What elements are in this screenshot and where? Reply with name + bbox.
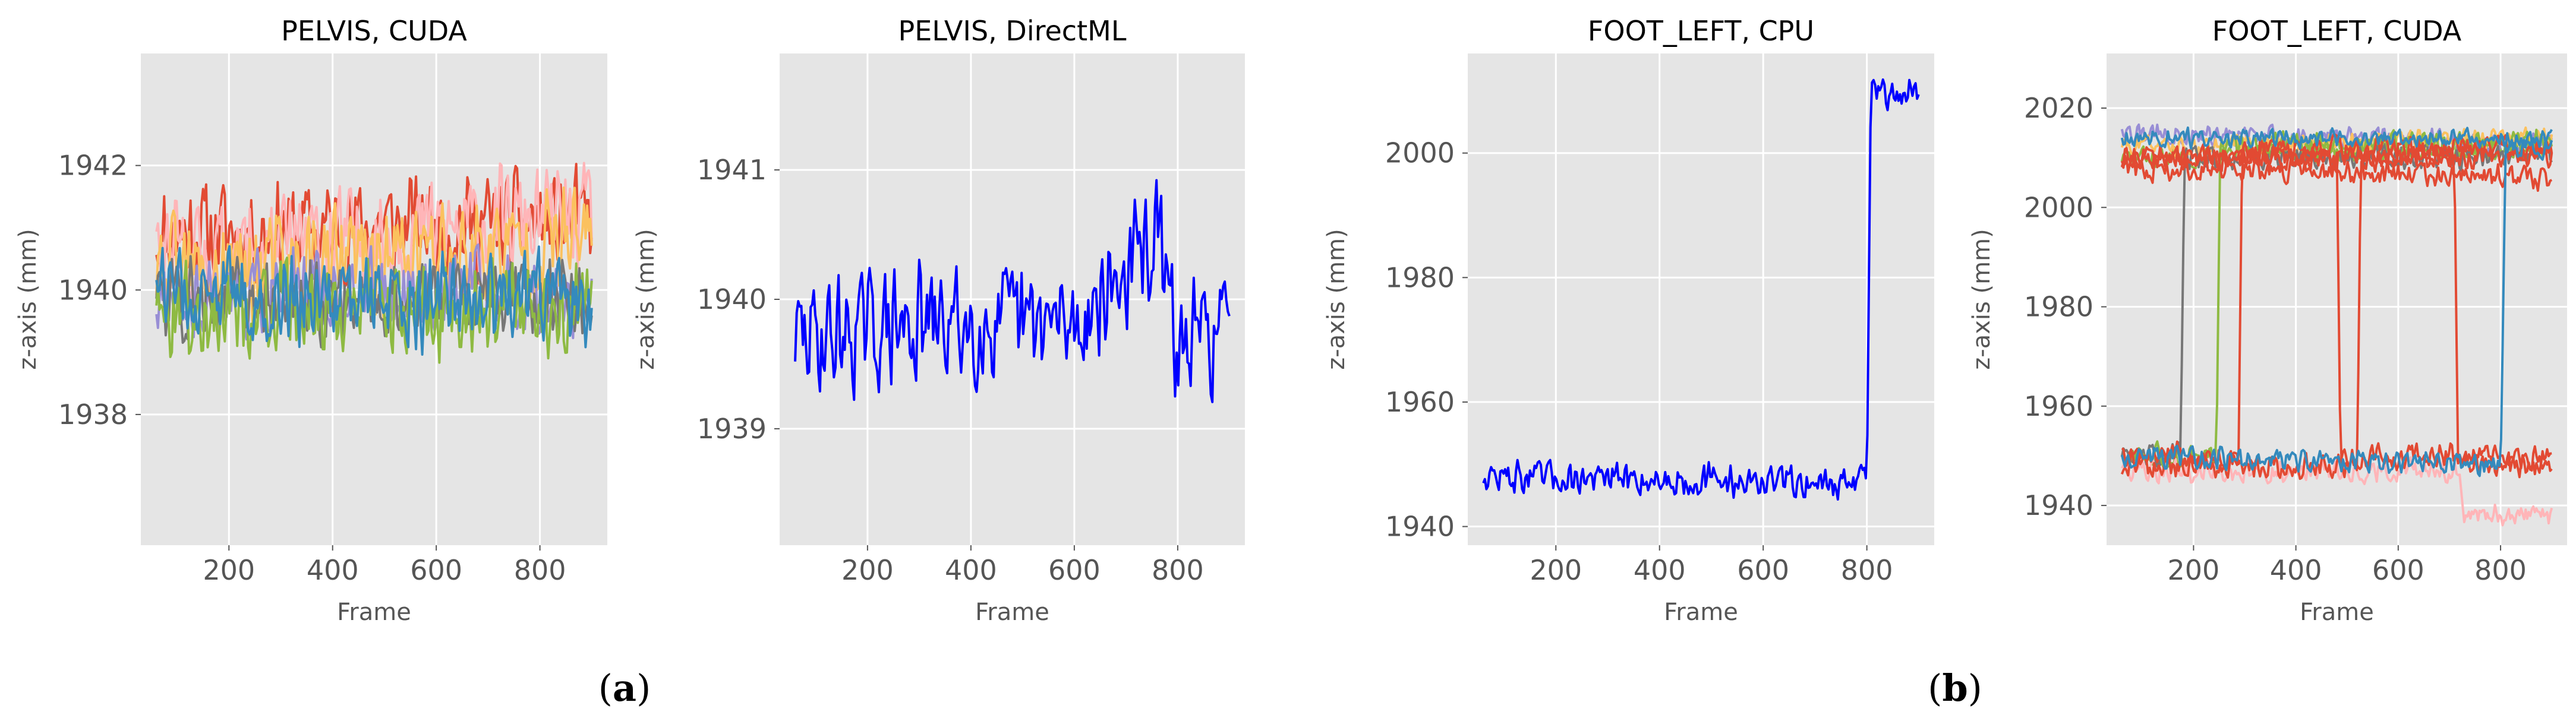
series-line-13 xyxy=(2120,138,2553,477)
gridlines xyxy=(780,53,1245,545)
gridlines xyxy=(1468,53,1934,545)
y-tick-label: 1942 xyxy=(58,150,128,182)
x-tick-label: 800 xyxy=(514,554,566,586)
x-tick-label: 400 xyxy=(307,554,359,586)
x-tick-label: 600 xyxy=(2372,554,2424,586)
y-tick-label: 1940 xyxy=(58,274,128,306)
series-line-1 xyxy=(794,179,1231,403)
chart-title: PELVIS, CUDA xyxy=(281,15,467,47)
series-line-9 xyxy=(2121,143,2552,472)
series-line-7 xyxy=(155,245,593,356)
x-axis-label: Frame xyxy=(975,599,1049,626)
y-tick-label: 1939 xyxy=(697,413,767,445)
chart-panel-4: 200 400 600 800 1940 1960 1980 2000 2020 FOOT_LEF… xyxy=(1968,15,2567,626)
y-axis-label: z-axis (mm) xyxy=(14,229,42,369)
y-tick-label: 1960 xyxy=(2024,390,2093,422)
series-group xyxy=(1482,78,1920,501)
x-axis-label: Frame xyxy=(337,599,411,626)
y-tick-label: 1980 xyxy=(2024,291,2093,323)
y-tick-label: 1940 xyxy=(697,283,767,315)
x-tick-label: 200 xyxy=(1530,554,1582,586)
x-tick-label: 600 xyxy=(1048,554,1101,586)
y-axis-label: z-axis (mm) xyxy=(1323,229,1350,369)
y-tick-label: 1941 xyxy=(697,154,767,186)
x-tick-label: 600 xyxy=(410,554,462,586)
chart-panel-2: 200 400 600 800 1939 1940 1941 PELVIS, DirectML… xyxy=(632,15,1245,626)
plot-area xyxy=(1468,53,1934,545)
subfigure-label: (b) xyxy=(1928,666,1982,710)
chart-title: FOOT_LEFT, CUDA xyxy=(2212,15,2462,47)
y-tick-label: 1980 xyxy=(1385,261,1455,293)
y-tick-label: 1960 xyxy=(1385,386,1455,418)
x-tick-label: 200 xyxy=(841,554,894,586)
x-axis-label: Frame xyxy=(1664,599,1738,626)
y-tick-label: 1940 xyxy=(1385,511,1455,543)
x-tick-label: 600 xyxy=(1737,554,1789,586)
x-axis-label: Frame xyxy=(2300,599,2374,626)
subfigure-label: (a) xyxy=(598,666,651,710)
chart-panel-1: 200 400 600 800 1938 1940 1942 PELVIS, CUDA Fram… xyxy=(14,15,607,626)
chart-panel-3: 200 400 600 800 1940 1960 1980 2000 FOOT_LEFT, C… xyxy=(1323,15,1934,626)
x-tick-label: 400 xyxy=(945,554,997,586)
chart-title: PELVIS, DirectML xyxy=(898,15,1127,47)
chart-title: FOOT_LEFT, CPU xyxy=(1588,15,1814,47)
x-tick-label: 200 xyxy=(203,554,255,586)
series-group xyxy=(2120,123,2553,527)
y-tick-label: 2020 xyxy=(2024,92,2093,124)
x-tick-label: 800 xyxy=(2474,554,2527,586)
series-group xyxy=(155,162,593,364)
series-group xyxy=(794,179,1231,403)
series-line-12 xyxy=(2120,126,2553,150)
y-axis-label: z-axis (mm) xyxy=(632,229,660,369)
x-tick-label: 200 xyxy=(2167,554,2219,586)
y-tick-label: 2000 xyxy=(1385,137,1455,169)
y-tick-label: 1940 xyxy=(2024,489,2093,521)
x-tick-label: 400 xyxy=(2270,554,2322,586)
y-axis-label: z-axis (mm) xyxy=(1968,229,1995,369)
series-line-1 xyxy=(155,163,593,288)
y-tick-label: 1938 xyxy=(58,399,128,431)
x-tick-label: 400 xyxy=(1634,554,1686,586)
series-line-1 xyxy=(1482,78,1920,501)
y-tick-label: 2000 xyxy=(2024,191,2093,223)
x-tick-label: 800 xyxy=(1841,554,1893,586)
x-tick-label: 800 xyxy=(1152,554,1204,586)
